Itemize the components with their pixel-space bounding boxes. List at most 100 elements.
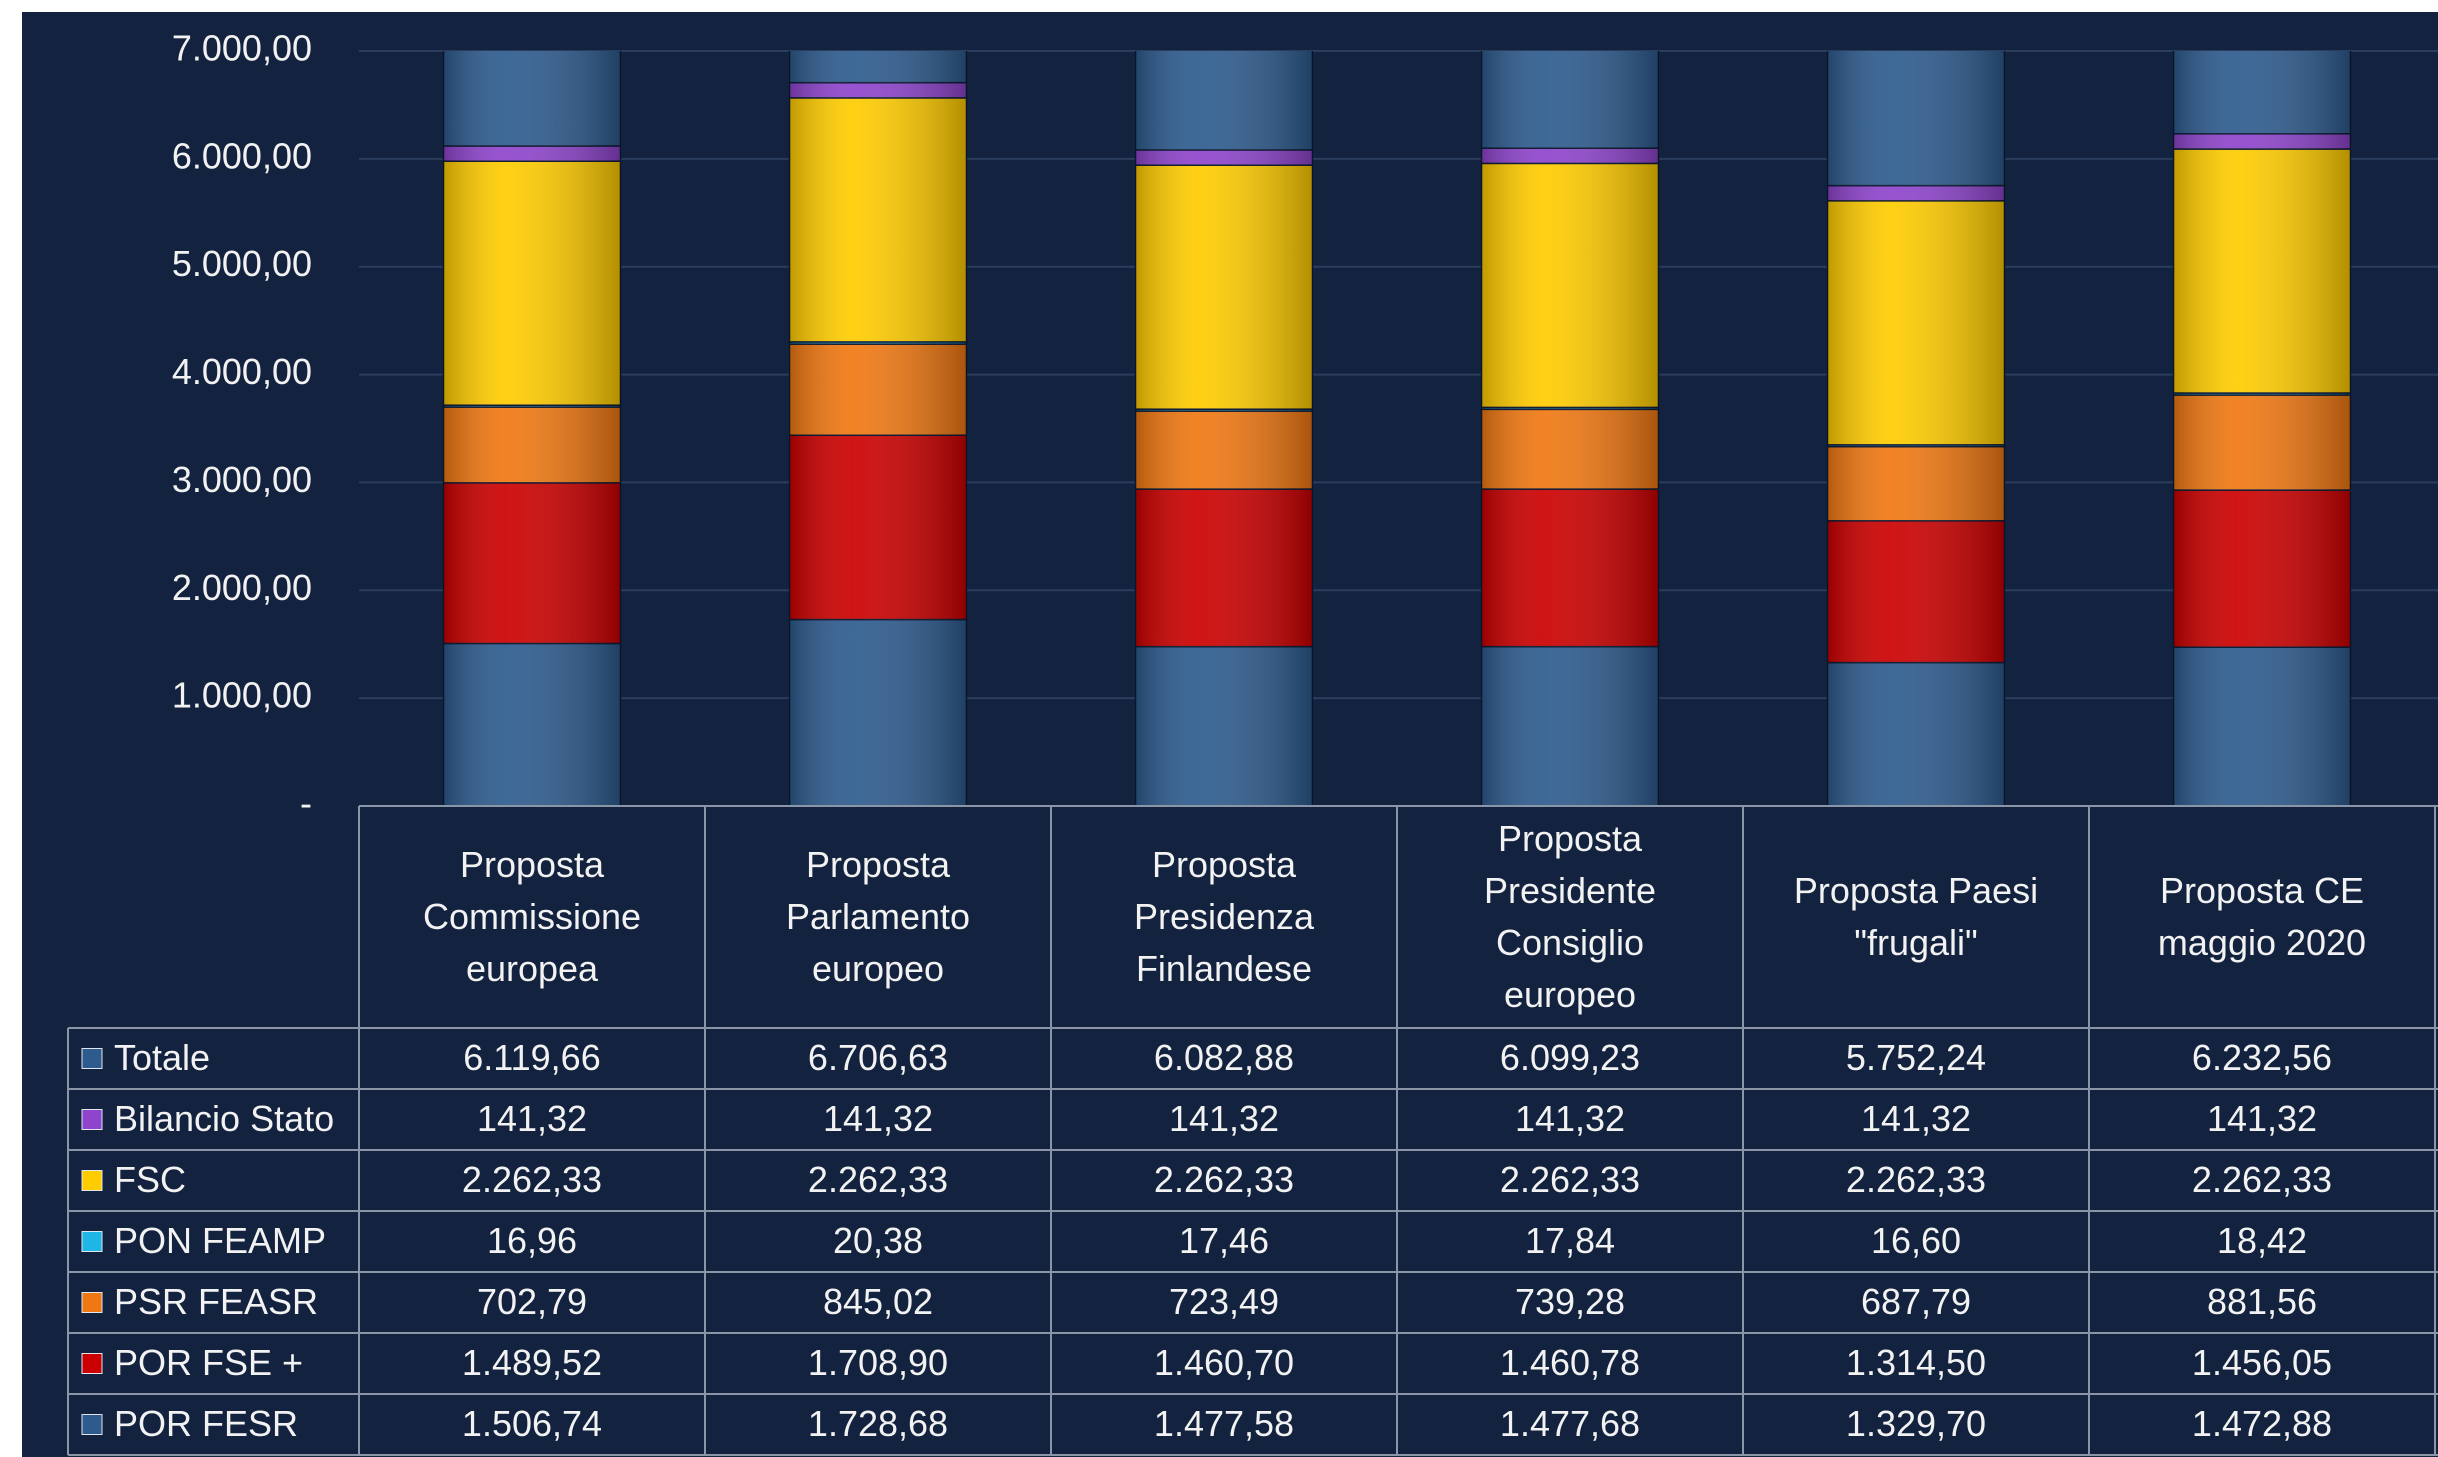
value-label: 1.472,88 bbox=[2192, 1403, 2332, 1444]
grid: - 1.000,00 2.000,00 3.000,00 4.000,00 5.000,0… bbox=[172, 28, 2438, 824]
value-label: 6.099,23 bbox=[1500, 1037, 1640, 1078]
value-label: 1.708,90 bbox=[808, 1342, 948, 1383]
legend-label: PON FEAMP bbox=[114, 1220, 326, 1261]
bar-shade bbox=[2173, 647, 2351, 806]
value-label: 845,02 bbox=[823, 1281, 933, 1322]
y-tick-label: 6.000,00 bbox=[172, 135, 312, 176]
category-text: Proposta Commissione europea bbox=[422, 844, 642, 989]
category-label: Proposta Parlamento europeo bbox=[705, 806, 1051, 1028]
category-label: Proposta CE maggio 2020 bbox=[2089, 806, 2435, 1028]
legend-swatch bbox=[81, 1231, 103, 1252]
value-label: 16,96 bbox=[487, 1220, 577, 1261]
value-label: 702,79 bbox=[477, 1281, 587, 1322]
bar-shade bbox=[1135, 165, 1313, 410]
value-label: 141,32 bbox=[1515, 1098, 1625, 1139]
bar-shade bbox=[2173, 149, 2351, 394]
value-label: 1.477,68 bbox=[1500, 1403, 1640, 1444]
legend-swatch bbox=[81, 1414, 103, 1435]
bar-shade bbox=[1135, 489, 1313, 647]
value-label: 881,56 bbox=[2207, 1281, 2317, 1322]
bar-shade bbox=[789, 82, 967, 98]
bar-shade bbox=[1135, 149, 1313, 166]
value-label: 6.082,88 bbox=[1154, 1037, 1294, 1078]
bar-shade bbox=[1827, 662, 2005, 806]
category-text: Proposta Presidenza Finlandese bbox=[1133, 844, 1315, 989]
y-tick-label: 7.000,00 bbox=[172, 28, 312, 69]
bar-shade bbox=[789, 619, 967, 806]
y-tick-label: 1.000,00 bbox=[172, 675, 312, 716]
legend-swatch bbox=[81, 1170, 103, 1191]
value-label: 2.262,33 bbox=[462, 1159, 602, 1200]
bar-shade bbox=[2173, 395, 2351, 491]
bar-shade bbox=[443, 482, 621, 644]
legend-swatch bbox=[81, 1353, 103, 1374]
bar-shade bbox=[443, 405, 621, 408]
bar-shade bbox=[443, 161, 621, 406]
value-label: 1.314,50 bbox=[1846, 1342, 1986, 1383]
bar-shade bbox=[1827, 444, 2005, 447]
y-tick-label: 4.000,00 bbox=[172, 351, 312, 392]
bar-shade bbox=[1135, 411, 1313, 490]
category-text: Proposta Parlamento europeo bbox=[785, 844, 971, 989]
bar-shade bbox=[443, 643, 621, 806]
bar-shade bbox=[2173, 393, 2351, 396]
value-label: 141,32 bbox=[823, 1098, 933, 1139]
chart: - 1.000,00 2.000,00 3.000,00 4.000,00 5.000,0… bbox=[67, 28, 2438, 1456]
value-label: 6.706,63 bbox=[808, 1037, 948, 1078]
category-label: Proposta Presidente Consiglio europeo bbox=[1397, 806, 1743, 1028]
bar-shade bbox=[1135, 409, 1313, 412]
data-table: Totale 6.119,66 6.706,63 6.082,88 6.099,23 5.… bbox=[67, 805, 2438, 1456]
bar-shade bbox=[789, 341, 967, 345]
category-label: Proposta Presidenza Finlandese bbox=[1051, 806, 1397, 1028]
bar-shade bbox=[1827, 185, 2005, 201]
value-label: 17,84 bbox=[1525, 1220, 1615, 1261]
value-label: 141,32 bbox=[477, 1098, 587, 1139]
legend-label: POR FESR bbox=[114, 1403, 298, 1444]
value-label: 2.262,33 bbox=[1154, 1159, 1294, 1200]
bar-shade bbox=[1135, 646, 1313, 806]
legend-label: FSC bbox=[114, 1159, 186, 1200]
value-label: 141,32 bbox=[1861, 1098, 1971, 1139]
value-label: 6.232,56 bbox=[2192, 1037, 2332, 1078]
legend-swatch bbox=[81, 1048, 103, 1069]
value-label: 1.728,68 bbox=[808, 1403, 948, 1444]
bar-shade bbox=[1481, 407, 1659, 410]
bar-shade bbox=[1827, 520, 2005, 663]
bar-shade bbox=[1827, 51, 2005, 186]
bar-shade bbox=[1481, 489, 1659, 647]
y-tick-label: 3.000,00 bbox=[172, 459, 312, 500]
legend-swatch bbox=[81, 1109, 103, 1130]
value-label: 1.489,52 bbox=[462, 1342, 602, 1383]
legend-label: Bilancio Stato bbox=[114, 1098, 334, 1139]
chart-area: - 1.000,00 2.000,00 3.000,00 4.000,00 5.000,0… bbox=[22, 12, 2438, 1457]
y-tick-label: - bbox=[300, 783, 312, 824]
category-text: Proposta CE maggio 2020 bbox=[2157, 870, 2367, 963]
value-label: 141,32 bbox=[1169, 1098, 1279, 1139]
bar-shade bbox=[1481, 646, 1659, 806]
bar-shade bbox=[1481, 148, 1659, 164]
bar-shade bbox=[443, 407, 621, 483]
bar-shade bbox=[1481, 163, 1659, 408]
value-label: 16,60 bbox=[1871, 1220, 1961, 1261]
value-label: 1.477,58 bbox=[1154, 1403, 1294, 1444]
bar-shade bbox=[2173, 51, 2351, 134]
legend-label: PSR FEASR bbox=[114, 1281, 318, 1322]
value-label: 141,32 bbox=[2207, 1098, 2317, 1139]
bar-shade bbox=[1827, 200, 2005, 445]
value-label: 5.752,24 bbox=[1846, 1037, 1986, 1078]
bar-shade bbox=[443, 51, 621, 146]
bars bbox=[442, 51, 2352, 807]
bar-shade bbox=[789, 51, 967, 83]
bar-shade bbox=[789, 344, 967, 436]
legend-label: Totale bbox=[114, 1037, 210, 1078]
y-tick-label: 5.000,00 bbox=[172, 243, 312, 284]
category-label: Proposta Commissione europea bbox=[359, 806, 705, 1028]
legend-swatch bbox=[81, 1292, 103, 1313]
category-text: Proposta Paesi "frugali" bbox=[1793, 870, 2039, 963]
bar-shade bbox=[1135, 51, 1313, 150]
value-label: 1.460,70 bbox=[1154, 1342, 1294, 1383]
value-label: 2.262,33 bbox=[1500, 1159, 1640, 1200]
value-label: 6.119,66 bbox=[463, 1037, 600, 1078]
bar-shade bbox=[2173, 133, 2351, 150]
